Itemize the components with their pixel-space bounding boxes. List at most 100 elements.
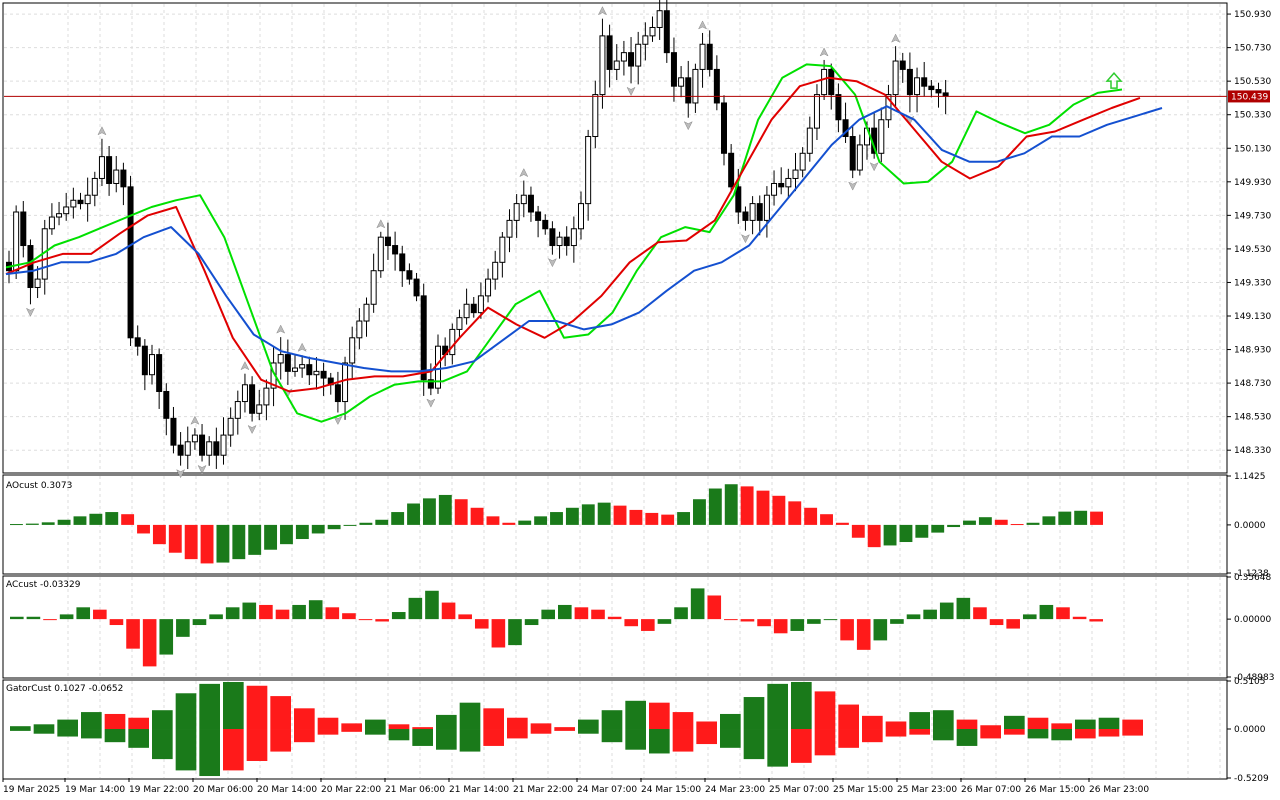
candle-bullish[interactable] <box>692 68 699 104</box>
candle-bearish[interactable] <box>106 156 113 184</box>
candle-bullish[interactable] <box>520 194 527 205</box>
candle-bearish[interactable] <box>928 85 935 91</box>
candle-bearish[interactable] <box>334 384 341 403</box>
candle-bullish[interactable] <box>656 10 663 28</box>
candle-bullish[interactable] <box>256 404 263 414</box>
candle-bullish[interactable] <box>599 35 606 96</box>
candle-bearish[interactable] <box>735 186 742 213</box>
candle-bearish[interactable] <box>842 119 849 138</box>
candle-bullish[interactable] <box>70 199 77 208</box>
candle-bullish[interactable] <box>699 43 706 70</box>
candle-bullish[interactable] <box>313 370 320 376</box>
candle-bullish[interactable] <box>506 219 513 238</box>
candle-bearish[interactable] <box>199 434 206 456</box>
candle-bullish[interactable] <box>91 177 98 196</box>
candle-bearish[interactable] <box>921 77 928 87</box>
candle-bullish[interactable] <box>485 278 492 297</box>
candle-bearish[interactable] <box>849 136 856 171</box>
candle-bullish[interactable] <box>463 303 470 319</box>
candle-bullish[interactable] <box>678 77 685 87</box>
candle-bullish[interactable] <box>220 434 227 456</box>
candle-bullish[interactable] <box>241 384 248 403</box>
candle-bearish[interactable] <box>213 441 220 456</box>
candle-bearish[interactable] <box>835 94 842 121</box>
candle-bullish[interactable] <box>263 387 270 406</box>
candle-bullish[interactable] <box>821 68 828 96</box>
candle-bullish[interactable] <box>749 203 756 221</box>
candle-bullish[interactable] <box>349 337 356 364</box>
candle-bullish[interactable] <box>299 364 306 369</box>
candle-bearish[interactable] <box>427 379 434 389</box>
candle-bearish[interactable] <box>685 77 692 104</box>
candle-bullish[interactable] <box>785 177 792 188</box>
candle-bullish[interactable] <box>13 211 20 272</box>
gator-oscillator-panel[interactable] <box>10 681 1143 777</box>
candle-bullish[interactable] <box>342 362 349 403</box>
candle-bearish[interactable] <box>170 417 177 446</box>
candle-bearish[interactable] <box>549 228 556 247</box>
candle-bullish[interactable] <box>56 213 63 218</box>
candle-bullish[interactable] <box>813 94 820 129</box>
candle-bullish[interactable] <box>642 35 649 45</box>
candle-bullish[interactable] <box>234 401 241 419</box>
candle-bearish[interactable] <box>706 43 713 70</box>
candle-bearish[interactable] <box>120 169 127 188</box>
candle-bullish[interactable] <box>556 236 563 247</box>
candle-bearish[interactable] <box>542 219 549 230</box>
candle-bearish[interactable] <box>628 52 635 67</box>
candle-bullish[interactable] <box>578 203 584 230</box>
candle-bullish[interactable] <box>892 60 899 96</box>
candle-bullish[interactable] <box>113 169 120 184</box>
candle-bearish[interactable] <box>134 337 141 347</box>
candle-bullish[interactable] <box>48 216 55 230</box>
candle-bearish[interactable] <box>563 236 570 247</box>
candle-bullish[interactable] <box>34 278 41 288</box>
accelerator-oscillator-panel[interactable] <box>10 588 1103 667</box>
candle-bearish[interactable] <box>306 364 313 376</box>
candle-bullish[interactable] <box>292 367 298 372</box>
candle-bearish[interactable] <box>899 60 906 70</box>
candle-bullish[interactable] <box>449 328 456 356</box>
candle-bearish[interactable] <box>663 10 670 54</box>
candle-bearish[interactable] <box>778 182 785 188</box>
candle-bullish[interactable] <box>570 228 577 247</box>
candle-bullish[interactable] <box>513 203 520 221</box>
candle-bearish[interactable] <box>728 152 735 188</box>
candle-bullish[interactable] <box>806 127 813 154</box>
candle-bearish[interactable] <box>406 270 413 280</box>
candle-bearish[interactable] <box>535 211 542 221</box>
candle-bearish[interactable] <box>721 102 727 154</box>
candle-bullish[interactable] <box>98 156 105 179</box>
candle-bearish[interactable] <box>127 186 134 339</box>
candle-bullish[interactable] <box>914 77 921 96</box>
candle-bullish[interactable] <box>456 317 463 330</box>
candle-bullish[interactable] <box>63 206 70 215</box>
candle-bearish[interactable] <box>156 354 163 392</box>
candle-bullish[interactable] <box>149 354 155 376</box>
candle-bullish[interactable] <box>499 236 506 263</box>
candle-bullish[interactable] <box>771 182 778 196</box>
candle-bullish[interactable] <box>792 169 799 179</box>
candle-bullish[interactable] <box>227 417 234 436</box>
candle-bullish[interactable] <box>649 26 656 37</box>
candle-bullish[interactable] <box>84 194 91 205</box>
candle-bullish[interactable] <box>856 144 863 171</box>
candle-bearish[interactable] <box>756 203 763 221</box>
candle-bullish[interactable] <box>799 152 806 171</box>
candle-bullish[interactable] <box>763 194 770 221</box>
awesome-oscillator-panel[interactable] <box>10 484 1103 564</box>
candle-bullish[interactable] <box>206 441 213 456</box>
price-panel[interactable] <box>4 0 1227 479</box>
candle-bullish[interactable] <box>370 270 377 305</box>
candle-bullish[interactable] <box>635 43 642 67</box>
candle-bullish[interactable] <box>613 60 620 70</box>
candle-bearish[interactable] <box>284 354 291 372</box>
candle-bearish[interactable] <box>742 211 749 221</box>
candle-bearish[interactable] <box>942 92 949 97</box>
candle-bearish[interactable] <box>828 68 835 96</box>
candle-bearish[interactable] <box>320 370 327 379</box>
candle-bearish[interactable] <box>163 390 170 419</box>
candle-bearish[interactable] <box>606 35 613 70</box>
candle-bullish[interactable] <box>585 136 592 205</box>
